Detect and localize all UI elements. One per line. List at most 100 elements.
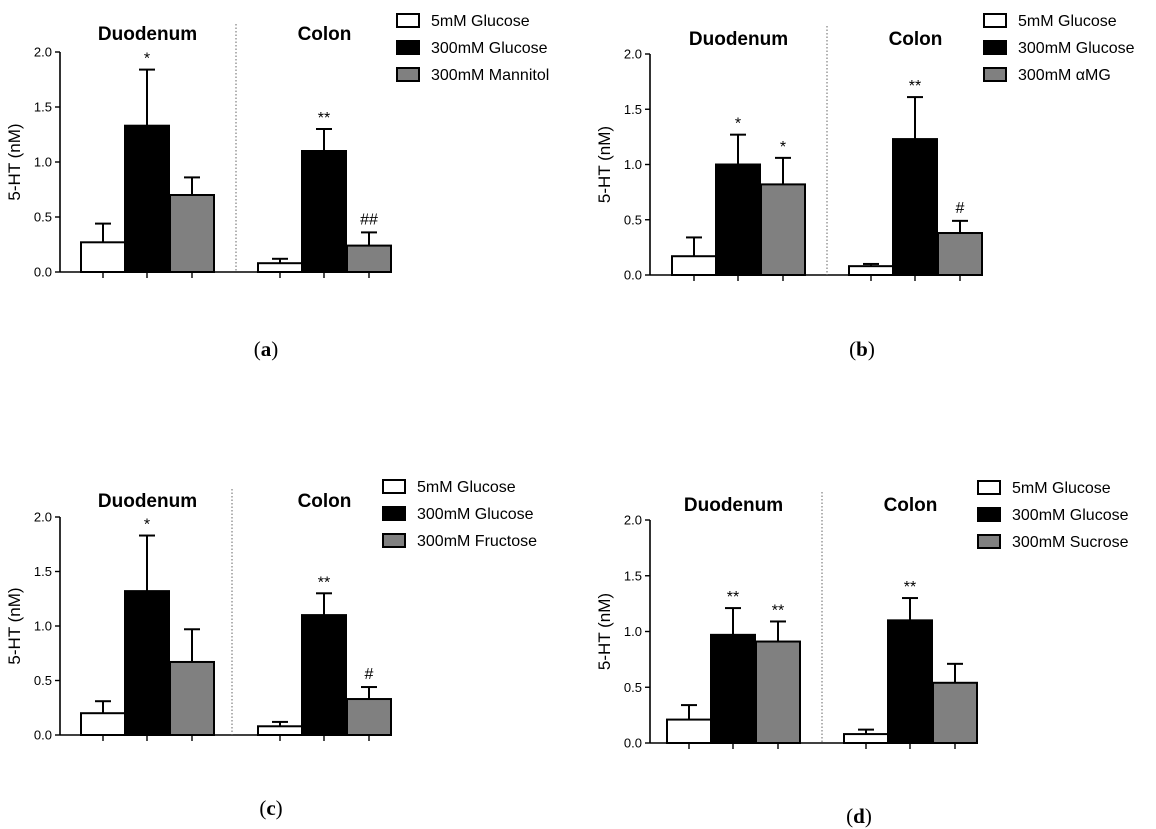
legend-swatch [977,534,1001,549]
bar [80,241,126,274]
legend-label: 300mM Mannitol [431,67,549,84]
bar [671,255,717,276]
legend-swatch [396,67,420,82]
panel-caption: (b) [849,337,875,361]
bar [843,733,889,745]
y-tick-label: 1.0 [624,624,642,639]
bar [715,163,761,276]
y-tick-label: 0.5 [624,212,642,227]
chart-panel-d: 0.0 0.5 1.0 1.5 2.0 5-HT (nM) Duodenum Colon ** *… [595,480,1129,828]
panel-caption-letter: c [266,796,275,820]
legend-swatch [396,13,420,28]
legend-label: 300mM αMG [1018,67,1111,84]
legend-swatch [977,507,1001,522]
y-tick-label: 1.0 [624,157,642,172]
significance-label: ** [772,602,784,619]
legend-label: 300mM Fructose [417,533,537,550]
panel-caption: (a) [254,337,279,361]
y-tick-label: 0.5 [34,673,52,688]
panel-caption-letter: b [856,337,868,361]
bar [169,194,215,273]
bar [710,633,756,744]
legend-label: 300mM Sucrose [1012,534,1129,551]
group-label: Duodenum [98,24,197,45]
legend-swatch [382,479,406,494]
bar [80,712,126,737]
significance-label: * [144,517,150,534]
panel-caption-letter: a [261,337,272,361]
legend-label: 300mM Glucose [417,506,534,523]
group-label: Duodenum [684,495,783,516]
bar [301,614,347,736]
bar [301,150,347,273]
bar [666,718,712,745]
bar [346,244,392,274]
y-tick-label: 1.5 [624,568,642,583]
significance-label: ** [318,574,330,591]
bar [124,124,170,273]
legend-label: 5mM Glucose [1012,480,1111,497]
y-tick-label: 1.0 [34,155,52,170]
legend-swatch [977,480,1001,495]
y-axis-label: 5-HT (nM) [5,123,24,200]
legend-label: 5mM Glucose [1018,13,1117,30]
legend-swatch [983,67,1007,82]
group-label: Colon [884,495,938,516]
y-tick-label: 0.0 [624,268,642,283]
bar [755,640,801,744]
bar [257,725,303,737]
y-axis-label: 5-HT (nM) [595,126,614,203]
significance-label: # [365,666,374,683]
bar [848,265,894,277]
significance-label: # [956,200,965,217]
group-label: Colon [298,24,352,45]
y-tick-label: 0.0 [34,265,52,280]
significance-label: ** [727,589,739,606]
y-tick-label: 2.0 [624,47,642,62]
y-tick-label: 0.5 [34,210,52,225]
bar [346,698,392,737]
bar [932,681,978,744]
y-tick-label: 0.5 [624,680,642,695]
y-tick-label: 1.5 [34,100,52,115]
y-tick-label: 2.0 [34,45,52,60]
bar [124,590,170,736]
y-tick-label: 1.5 [624,102,642,117]
panel-caption: (c) [259,796,282,820]
y-tick-label: 2.0 [34,510,52,525]
significance-label: * [735,116,741,133]
significance-label: ** [909,78,921,95]
chart-panel-c: 0.00.51.01.52.05-HT (nM)Duodenum Colon***… [5,479,537,820]
chart-panel-b: 0.00.51.01.52.05-HT (nM)Duodenum Colon***… [595,13,1135,361]
y-axis-label: 5-HT (nM) [595,593,614,670]
panel-caption: (d) [846,804,872,828]
legend-label: 5mM Glucose [417,479,516,496]
chart-panel-a: 0.00.51.01.52.05-HT (nM)Duodenum Colon***… [5,13,549,361]
legend-swatch [382,506,406,521]
y-tick-label: 2.0 [624,513,642,528]
legend-label: 300mM Glucose [1018,40,1135,57]
significance-label: * [780,139,786,156]
bar [892,138,938,276]
bar [887,619,933,744]
bar [937,232,983,276]
significance-label: ## [360,211,378,228]
significance-label: ** [318,110,330,127]
group-label: Colon [889,29,943,50]
y-axis-label: 5-HT (nM) [5,587,24,664]
panel-caption-letter: d [853,804,865,828]
legend-label: 5mM Glucose [431,13,530,30]
group-label: Duodenum [98,491,197,512]
legend-label: 300mM Glucose [431,40,548,57]
y-tick-label: 1.5 [34,564,52,579]
group-label: Duodenum [689,29,788,50]
legend-label: 300mM Glucose [1012,507,1129,524]
bar [760,183,806,276]
bar [169,660,215,736]
group-label: Colon [298,491,352,512]
y-tick-label: 0.0 [624,736,642,751]
significance-label: * [144,51,150,68]
bar [257,262,303,274]
legend-swatch [983,40,1007,55]
